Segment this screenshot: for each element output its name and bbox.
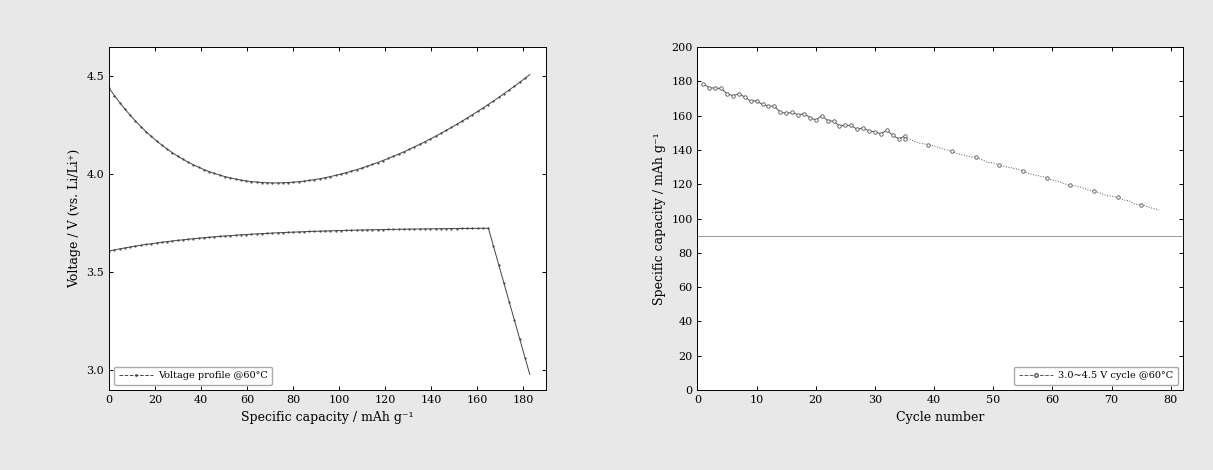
Y-axis label: Voltage / V (vs. Li/Li⁺): Voltage / V (vs. Li/Li⁺) — [68, 149, 81, 288]
Y-axis label: Specific capacity / mAh g⁻¹: Specific capacity / mAh g⁻¹ — [653, 132, 666, 305]
X-axis label: Specific capacity / mAh g⁻¹: Specific capacity / mAh g⁻¹ — [241, 410, 414, 423]
X-axis label: Cycle number: Cycle number — [896, 410, 984, 423]
Legend: 3.0~4.5 V cycle @60°C: 3.0~4.5 V cycle @60°C — [1014, 367, 1178, 385]
Legend: Voltage profile @60°C: Voltage profile @60°C — [114, 367, 273, 385]
